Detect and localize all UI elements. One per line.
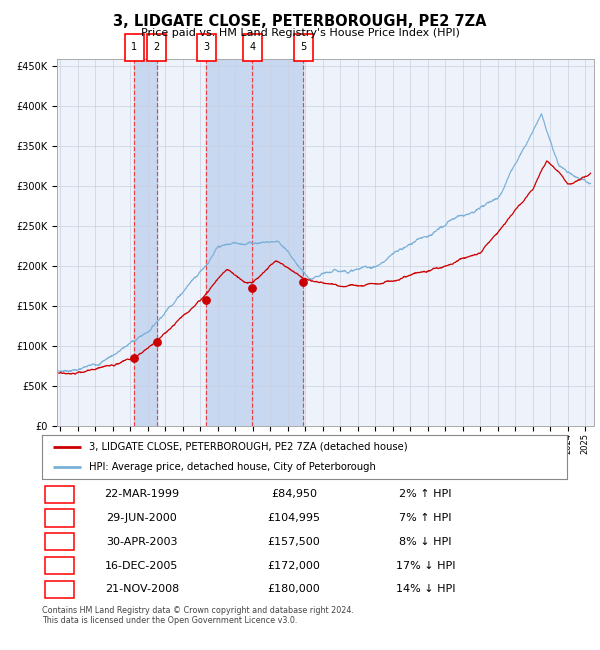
Bar [44, 533, 74, 551]
Text: Price paid vs. HM Land Registry's House Price Index (HPI): Price paid vs. HM Land Registry's House … [140, 28, 460, 38]
Text: £157,500: £157,500 [268, 537, 320, 547]
Bar [134, 58, 157, 426]
Bar [147, 34, 166, 61]
Text: 4: 4 [56, 560, 63, 571]
Text: 8% ↓ HPI: 8% ↓ HPI [399, 537, 452, 547]
Point [202, 295, 211, 306]
Text: Contains HM Land Registry data © Crown copyright and database right 2024.: Contains HM Land Registry data © Crown c… [42, 606, 354, 615]
Point [152, 337, 161, 347]
Text: 16-DEC-2005: 16-DEC-2005 [105, 560, 178, 571]
Text: HPI: Average price, detached house, City of Peterborough: HPI: Average price, detached house, City… [89, 462, 376, 472]
Bar [252, 58, 304, 426]
Text: 2% ↑ HPI: 2% ↑ HPI [399, 489, 452, 499]
Text: 17% ↓ HPI: 17% ↓ HPI [395, 560, 455, 571]
Text: 2: 2 [154, 42, 160, 52]
Text: 3: 3 [56, 537, 63, 547]
Text: £104,995: £104,995 [268, 513, 320, 523]
Text: 21-NOV-2008: 21-NOV-2008 [104, 584, 179, 594]
Text: 1: 1 [56, 489, 63, 499]
Bar [242, 34, 262, 61]
Text: 7% ↑ HPI: 7% ↑ HPI [399, 513, 452, 523]
Text: 5: 5 [56, 584, 63, 594]
Text: 3, LIDGATE CLOSE, PETERBOROUGH, PE2 7ZA (detached house): 3, LIDGATE CLOSE, PETERBOROUGH, PE2 7ZA … [89, 442, 408, 452]
Text: 2: 2 [56, 513, 63, 523]
Bar [44, 557, 74, 574]
Point [130, 353, 139, 363]
Text: £84,950: £84,950 [271, 489, 317, 499]
Text: 1: 1 [131, 42, 137, 52]
Text: 29-JUN-2000: 29-JUN-2000 [106, 513, 177, 523]
Bar [125, 34, 144, 61]
Point [299, 277, 308, 287]
Bar [44, 581, 74, 598]
Bar [44, 486, 74, 502]
Text: 22-MAR-1999: 22-MAR-1999 [104, 489, 179, 499]
Bar [44, 510, 74, 526]
Text: 3: 3 [203, 42, 209, 52]
Text: 14% ↓ HPI: 14% ↓ HPI [395, 584, 455, 594]
Point [247, 283, 257, 294]
Bar [206, 58, 252, 426]
Text: 4: 4 [249, 42, 255, 52]
Text: £172,000: £172,000 [268, 560, 320, 571]
Text: 30-APR-2003: 30-APR-2003 [106, 537, 178, 547]
Text: 3, LIDGATE CLOSE, PETERBOROUGH, PE2 7ZA: 3, LIDGATE CLOSE, PETERBOROUGH, PE2 7ZA [113, 14, 487, 29]
Bar [197, 34, 216, 61]
Text: £180,000: £180,000 [268, 584, 320, 594]
Text: 5: 5 [301, 42, 307, 52]
Text: This data is licensed under the Open Government Licence v3.0.: This data is licensed under the Open Gov… [42, 616, 298, 625]
Bar [294, 34, 313, 61]
